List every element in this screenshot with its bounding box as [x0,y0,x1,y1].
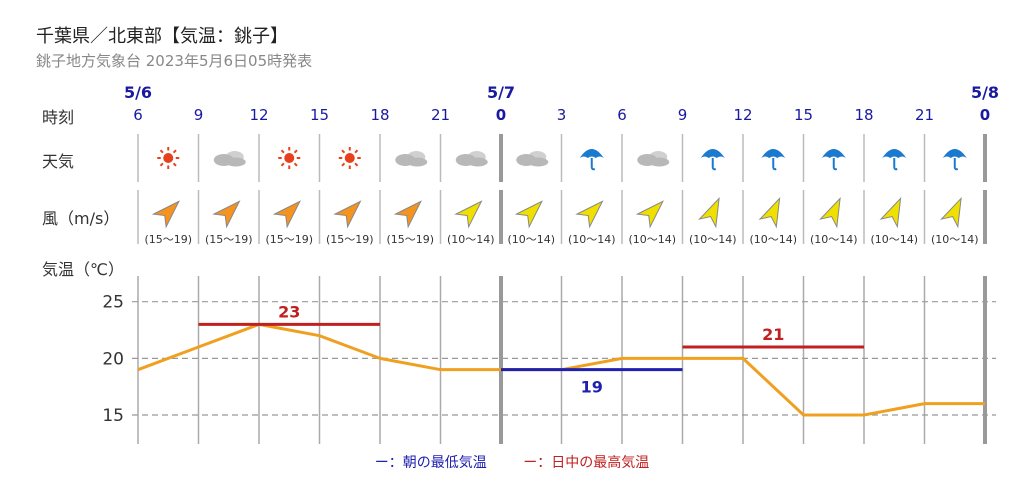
max-temp-label: 23 [278,302,300,321]
wind-speed-label: (10～14) [810,233,858,246]
cloud-icon [637,151,670,167]
umbrella-icon [579,149,604,171]
temp-row-label: 気温（℃） [42,260,124,279]
legend: ー：朝の最低気温 ー：日中の最高気温 [0,452,1024,472]
wind-speed-label: (10～14) [749,233,797,246]
hour-tick-label: 18 [854,106,873,124]
umbrella-icon [882,149,907,171]
wind-speed-label: (15～19) [205,233,253,246]
hour-tick-label: 21 [915,106,934,124]
wind-arrow-icon [879,196,902,229]
wind-speed-label: (10～14) [870,233,918,246]
temp-tick-label: 15 [102,406,124,426]
sun-icon [278,147,301,169]
sun-icon [338,147,361,169]
wind-row-label: 風（m/s） [42,209,120,228]
hour-tick-label: 12 [249,106,268,124]
legend-high: ー：日中の最高気温 [523,455,650,471]
wind-arrow-icon [272,200,301,229]
wind-speed-label: (10～14) [628,233,676,246]
wind-speed-label: (10～14) [689,233,737,246]
time-row-label: 時刻 [42,108,75,127]
wind-speed-label: (15～19) [144,233,192,246]
wind-arrow-icon [151,200,180,229]
wind-arrow-icon [454,200,483,229]
hour-tick-label: 18 [370,106,389,124]
wind-arrow-icon [575,200,604,229]
date-label: 5/6 [124,83,152,102]
wind-arrow-icon [698,196,720,229]
weather-row-label: 天気 [42,152,75,171]
min-temp-label: 19 [581,378,603,397]
wind-arrow-icon [393,200,422,229]
hour-tick-label: 3 [557,106,567,124]
page-subtitle: 銚子地方気象台 2023年5月6日05時発表 [36,52,313,70]
umbrella-icon [700,149,725,171]
temp-tick-label: 20 [102,349,124,369]
wind-arrow-icon [514,200,543,229]
hour-tick-label: 6 [617,106,627,124]
wind-arrow-icon [635,200,664,229]
hour-tick-label: 15 [310,106,329,124]
hour-tick-label: 9 [194,106,204,124]
wind-arrow-icon [758,196,781,229]
hour-tick-label: 9 [678,106,688,124]
temp-tick-label: 25 [102,293,124,313]
wind-arrow-icon [819,196,841,229]
hour-tick-label: 15 [794,106,813,124]
legend-low: ー：朝の最低気温 [374,455,487,471]
date-label: 5/7 [487,83,515,102]
wind-speed-label: (15～19) [265,233,313,246]
wind-arrow-icon [212,200,241,229]
umbrella-icon [821,149,846,171]
wind-speed-label: (10～14) [447,233,495,246]
hour-tick-label: 0 [496,106,506,124]
date-label: 5/8 [971,83,999,102]
cloud-icon [516,151,549,167]
cloud-icon [213,151,246,167]
hour-tick-label: 6 [133,106,143,124]
wind-speed-label: (15～19) [386,233,434,246]
umbrella-icon [761,149,786,171]
page-title: 千葉県／北東部【気温：銚子】 [36,26,288,47]
wind-speed-label: (15～19) [326,233,374,246]
max-temp-label: 21 [762,325,784,344]
hour-tick-label: 12 [733,106,752,124]
sun-icon [157,147,180,169]
wind-arrow-icon [940,196,962,229]
wind-speed-label: (10～14) [507,233,555,246]
hour-tick-label: 0 [980,106,990,124]
wind-speed-label: (10～14) [568,233,616,246]
wind-speed-label: (10～14) [931,233,979,246]
umbrella-icon [942,149,967,171]
cloud-icon [395,151,428,167]
wind-arrow-icon [333,200,362,229]
cloud-icon [455,151,488,167]
hour-tick-label: 21 [431,106,450,124]
